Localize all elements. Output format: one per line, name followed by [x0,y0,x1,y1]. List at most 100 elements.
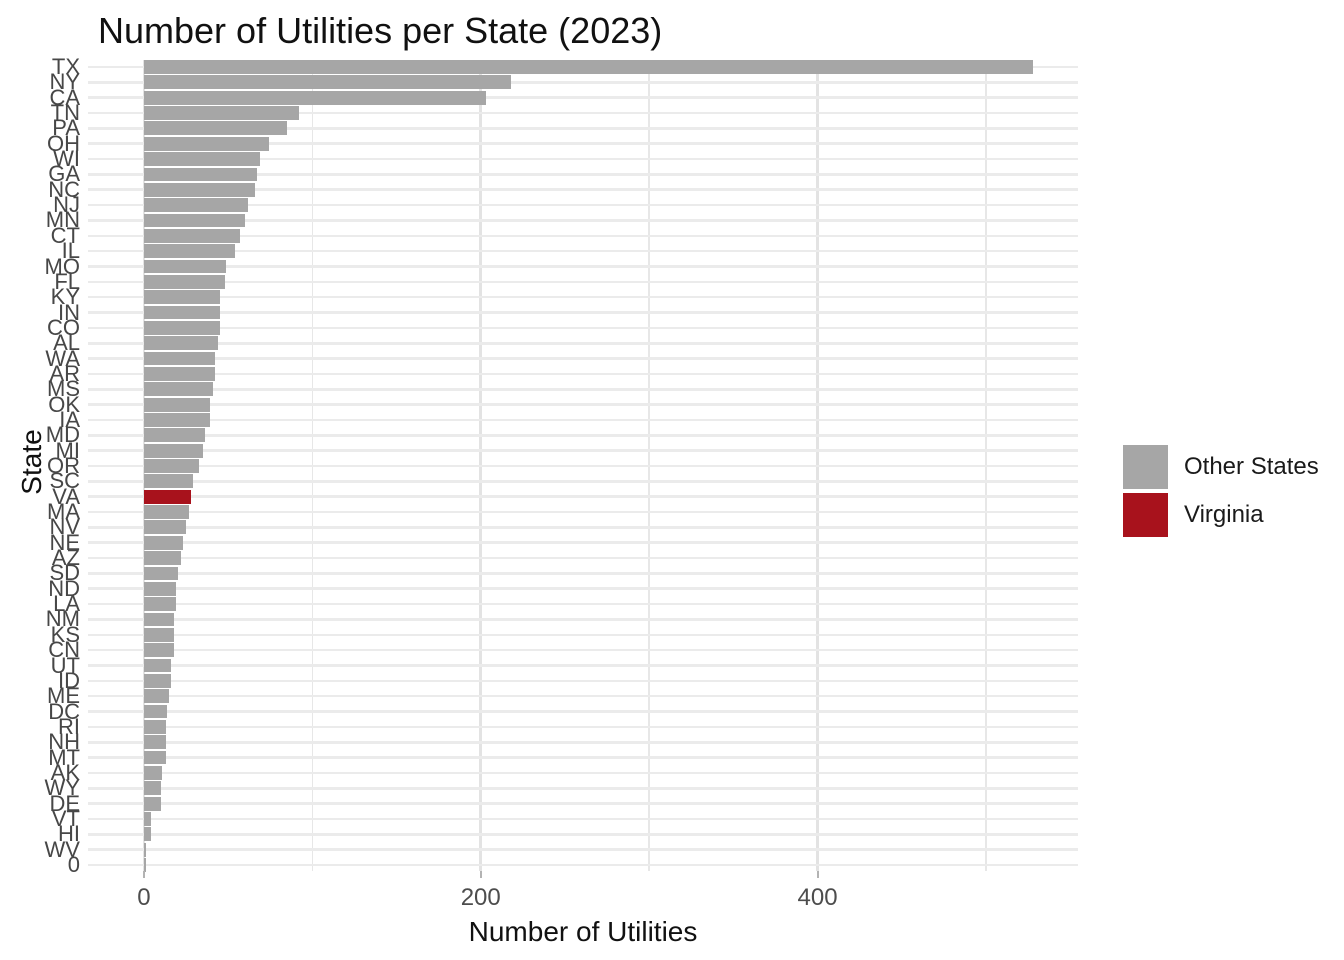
bar [143,90,486,105]
y-axis-label: AL [53,330,80,356]
gridline-row [88,173,1078,176]
y-axis-label: NE [49,529,80,555]
gridline-row [88,802,1078,805]
gridline-row [88,157,1078,161]
bar [143,735,166,750]
y-axis-label: VT [51,805,80,831]
y-axis-label: FL [54,268,80,294]
y-axis-label: NJ [53,192,80,218]
gridline-row [88,357,1078,360]
gridline-row [88,203,1078,207]
gridline-row [88,249,1078,253]
y-axis-label: GA [48,161,80,187]
y-axis-label: AK [50,759,80,785]
bar [143,627,175,642]
gridline-row [88,326,1078,330]
chart-title: Number of Utilities per State (2023) [98,10,663,51]
gridline-row [88,449,1078,452]
y-axis-label: KS [50,621,80,647]
bar [143,274,225,289]
y-axis-label: MD [45,422,80,448]
bar [143,121,288,136]
y-axis-label: IL [61,238,80,264]
bar [143,566,178,581]
gridline-row [88,618,1078,621]
bar [143,551,181,565]
gridline-row [88,833,1078,836]
bar [143,581,176,596]
bar [143,750,166,765]
y-axis-label: OH [47,130,80,156]
legend-swatch-other-states [1123,445,1168,489]
gridline-row [88,81,1078,84]
x-tick-mark [142,871,145,878]
bar [143,305,220,320]
legend-item-other-states: Other States [1123,445,1319,489]
y-axis-label: CT [50,222,80,248]
y-axis-label: PA [52,115,80,141]
gridline-row [88,740,1078,744]
bar [143,382,213,397]
x-tick-label: 200 [460,884,501,911]
gridline-row [88,694,1078,698]
bar [143,535,183,550]
gridline-row [88,265,1078,268]
gridline-row [88,111,1078,115]
bar [143,827,151,842]
gridline-row [88,648,1078,652]
bar [143,459,200,473]
y-axis-label: HI [58,821,80,847]
gridline-row [88,664,1078,667]
y-axis-label: AR [49,360,80,386]
gridline-row [88,541,1078,545]
gridline-row [88,464,1078,468]
gridline-row [88,725,1078,729]
y-axis-label: TN [50,100,80,126]
bar [143,505,190,519]
bar [143,259,227,274]
bar [143,244,235,259]
bar [143,658,171,673]
y-axis-label: WV [44,836,80,862]
y-axis-label: IN [58,299,80,325]
bar [143,704,168,719]
y-axis-label: DC [48,698,80,724]
y-axis-label: RI [58,713,80,739]
gridline-row [88,495,1078,498]
bar [143,842,146,857]
bar [143,136,269,151]
gridline-row [88,863,1078,867]
bar [143,320,220,335]
y-axis-label: MS [47,376,80,402]
legend-swatch-virginia [1123,493,1168,537]
x-tick-mark [479,871,482,878]
bar [143,673,171,688]
bar [143,351,215,366]
bar [143,474,193,489]
bar [143,228,240,243]
y-axis-label: SD [49,560,80,586]
bar [143,152,261,166]
bar [143,290,220,305]
gridline-row [88,311,1078,314]
bar [143,719,166,734]
y-axis-label: KY [50,284,80,310]
bar [143,689,170,704]
y-axis-label: NC [48,176,80,202]
y-axis-label: CN [48,637,80,663]
gridline-row [88,817,1078,821]
gridline-row [88,341,1078,345]
bar [143,397,210,412]
bar [143,198,249,212]
gridline-row [88,587,1078,591]
x-tick-label: 400 [797,884,838,911]
y-axis-label: MO [44,253,80,279]
gridline-row [88,633,1078,637]
y-axis-label: VA [52,483,80,509]
bar [143,182,256,197]
bar [143,60,1034,74]
y-axis-label: AZ [51,545,80,571]
bar [143,643,175,658]
gridline-row [88,848,1078,851]
bar [143,167,257,182]
